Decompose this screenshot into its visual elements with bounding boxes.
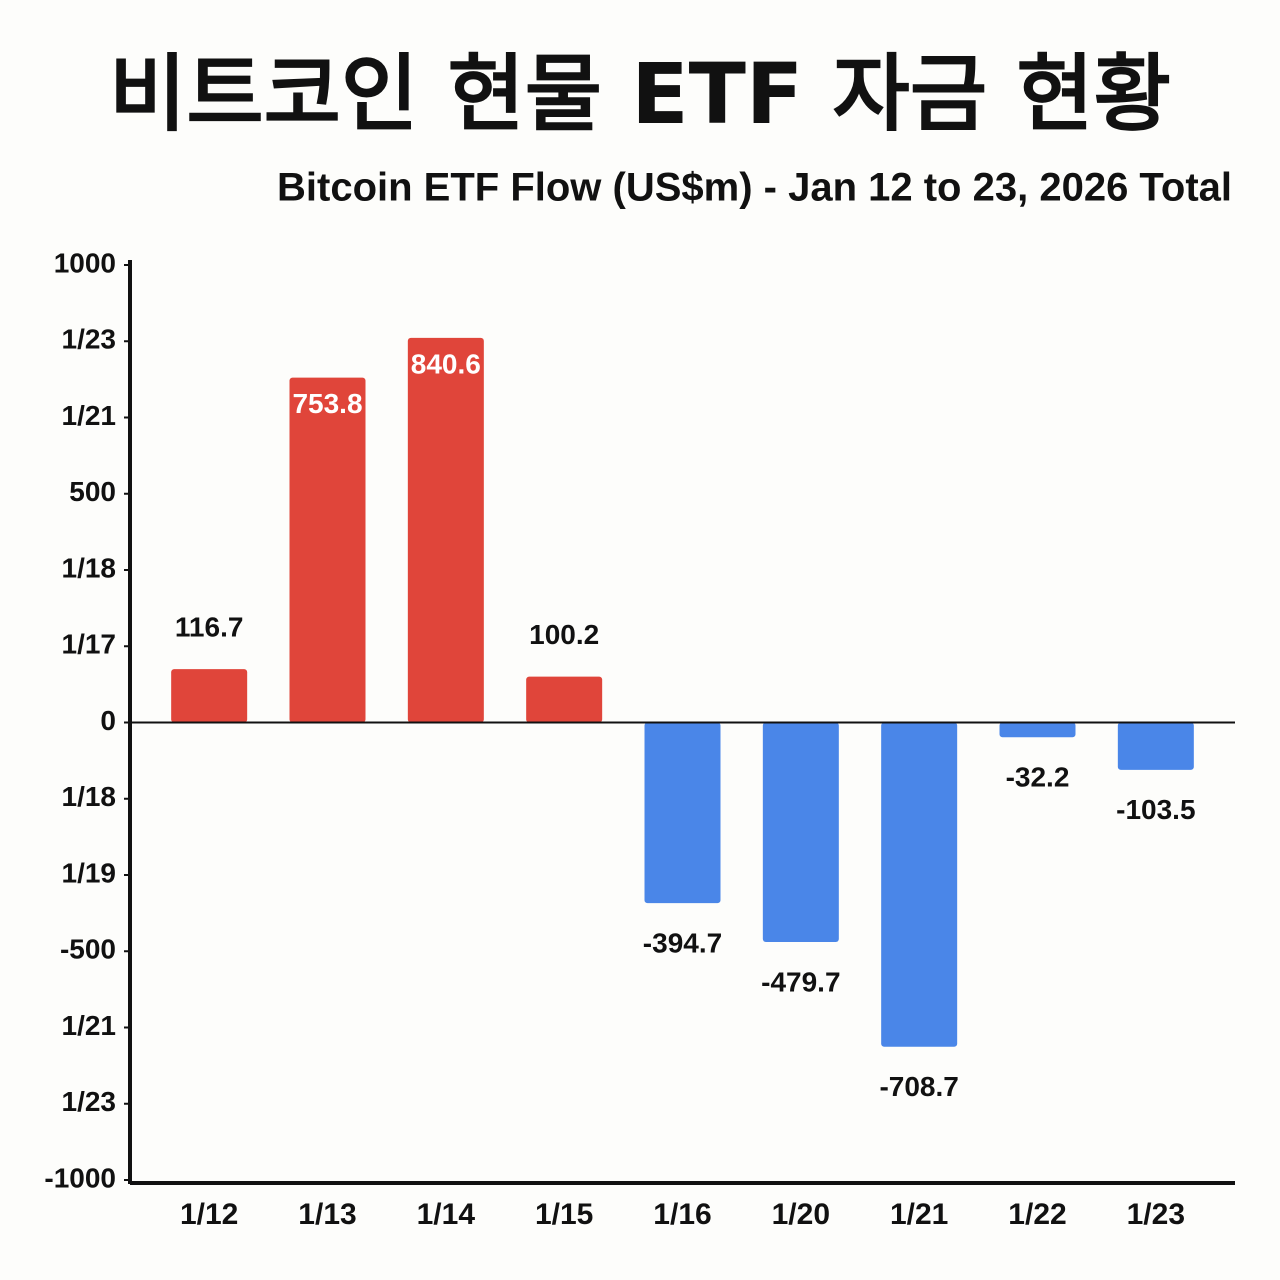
y-tick-label: 1/19: [62, 857, 117, 888]
x-tick-label: 1/14: [417, 1198, 476, 1231]
bar: [171, 669, 248, 723]
x-tick-label: 1/21: [890, 1198, 948, 1231]
y-tick-label: 1/17: [62, 629, 117, 660]
y-tick-label: 1/23: [62, 1086, 117, 1117]
x-tick-label: 1/15: [535, 1198, 593, 1231]
value-label: -32.2: [1006, 762, 1070, 793]
bar: [526, 676, 603, 723]
y-tick-label: 0: [100, 705, 116, 736]
y-tick-label: 1000: [54, 247, 116, 278]
y-tick-label: 1/23: [62, 324, 117, 355]
bar: [407, 337, 484, 723]
value-label: -708.7: [879, 1071, 958, 1102]
y-tick-label: 1/18: [62, 781, 117, 812]
x-tick-label: 1/22: [1008, 1198, 1066, 1231]
bar: [644, 722, 721, 904]
x-tick-label: 1/13: [298, 1198, 356, 1231]
value-label: 840.6: [411, 348, 481, 379]
chart-subtitle: Bitcoin ETF Flow (US$m) - Jan 12 to 23, …: [277, 166, 1232, 210]
y-tick-label: 1/21: [62, 1010, 117, 1041]
value-label: -479.7: [761, 966, 840, 997]
value-label: 753.8: [292, 388, 362, 419]
y-tick-label: -500: [60, 934, 116, 965]
bar: [881, 722, 958, 1047]
bar: [762, 722, 839, 942]
value-label: -394.7: [643, 927, 722, 958]
y-tick-label: -1000: [44, 1162, 116, 1193]
y-tick-label: 500: [69, 476, 116, 507]
bar: [999, 722, 1076, 738]
bar: [1117, 722, 1194, 770]
x-tick-label: 1/16: [653, 1198, 711, 1231]
y-tick-label: 1/21: [62, 400, 117, 431]
x-tick-label: 1/20: [772, 1198, 830, 1231]
bar: [289, 377, 366, 723]
x-tick-label: 1/12: [180, 1198, 238, 1231]
value-label: 100.2: [529, 619, 599, 650]
value-label: 116.7: [175, 612, 244, 643]
y-tick-label: 1/18: [62, 552, 117, 583]
chart-title: 비트코인 현물 ETF 자금 현황: [109, 45, 1171, 143]
value-label: -103.5: [1116, 794, 1195, 825]
x-tick-label: 1/23: [1127, 1198, 1185, 1231]
